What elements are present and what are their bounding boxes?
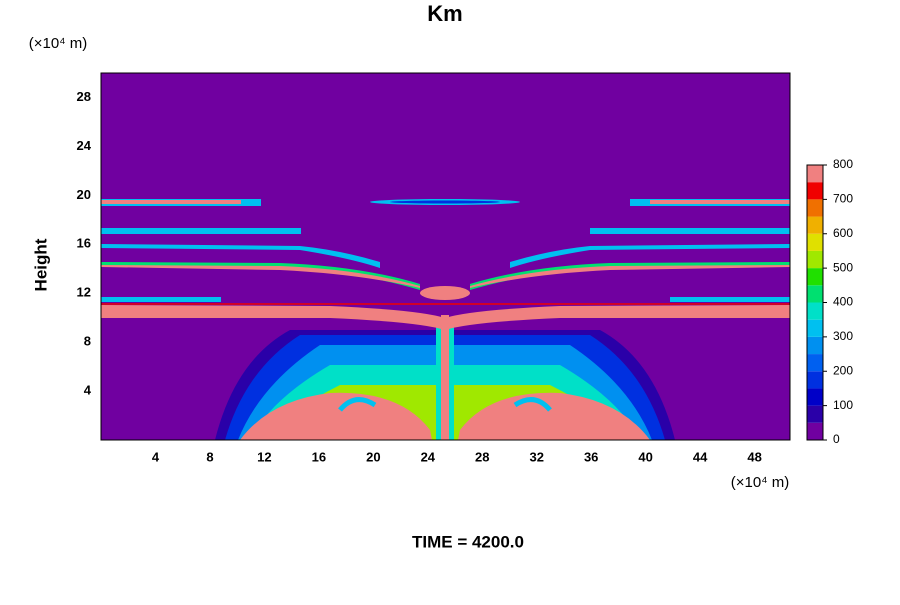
colorbar-band bbox=[807, 233, 823, 251]
y-unit: (×10⁴ m) bbox=[29, 35, 88, 52]
colorbar-band bbox=[807, 405, 823, 423]
x-tick-label: 8 bbox=[206, 449, 213, 464]
x-tick-label: 44 bbox=[693, 449, 708, 464]
y-tick-label: 20 bbox=[77, 187, 91, 202]
y-tick-label: 8 bbox=[84, 334, 91, 349]
colorbar-band bbox=[807, 268, 823, 286]
y-tick-label: 12 bbox=[77, 285, 91, 300]
colorbar-band bbox=[807, 182, 823, 200]
x-tick-label: 40 bbox=[638, 449, 652, 464]
x-tick-label: 20 bbox=[366, 449, 380, 464]
x-tick-label: 24 bbox=[421, 449, 436, 464]
colorbar-tick-label: 0 bbox=[833, 432, 840, 446]
y-tick-label: 28 bbox=[77, 89, 91, 104]
colorbar-band bbox=[807, 388, 823, 406]
contour-field bbox=[101, 73, 790, 440]
colorbar-band bbox=[807, 371, 823, 389]
colorbar-tick-label: 400 bbox=[833, 295, 853, 309]
y-tick-label: 4 bbox=[84, 383, 92, 398]
colorbar-tick-label: 200 bbox=[833, 363, 853, 377]
x-tick-label: 32 bbox=[529, 449, 543, 464]
colorbar-band bbox=[807, 354, 823, 372]
colorbar-band bbox=[807, 336, 823, 355]
colorbar-band bbox=[807, 319, 823, 337]
y-axis-label: Height bbox=[31, 238, 50, 291]
colorbar-band bbox=[807, 302, 823, 320]
x-tick-label: 16 bbox=[312, 449, 326, 464]
x-tick-label: 12 bbox=[257, 449, 271, 464]
x-tick-label: 4 bbox=[152, 449, 160, 464]
footer: TIME = 4200.0 bbox=[412, 532, 524, 551]
colorbar-tick-label: 300 bbox=[833, 329, 853, 343]
plot-frame bbox=[100, 72, 791, 441]
colorbar-tick-label: 800 bbox=[833, 157, 853, 171]
y-tick-label: 24 bbox=[77, 138, 92, 153]
x-tick-label: 48 bbox=[747, 449, 761, 464]
colorbar-tick-label: 500 bbox=[833, 260, 853, 274]
y-tick-label: 16 bbox=[77, 236, 91, 251]
colorbar-tick-label: 100 bbox=[833, 398, 853, 412]
chart-title: Km bbox=[427, 1, 462, 26]
colorbar-band bbox=[807, 285, 823, 303]
colorbar-band bbox=[807, 422, 823, 440]
x-unit: (×10⁴ m) bbox=[731, 474, 790, 491]
colorbar-tick-label: 700 bbox=[833, 192, 853, 206]
colorbar-band bbox=[807, 165, 823, 183]
colorbar-band bbox=[807, 250, 823, 269]
colorbar-band bbox=[807, 199, 823, 217]
colorbar-band bbox=[807, 216, 823, 234]
x-tick-label: 36 bbox=[584, 449, 598, 464]
colorbar-tick-label: 600 bbox=[833, 226, 853, 240]
x-tick-label: 28 bbox=[475, 449, 489, 464]
